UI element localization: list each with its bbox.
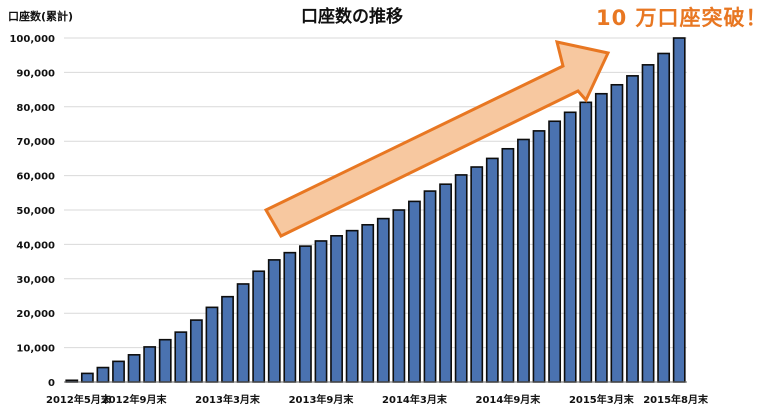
bar	[236, 283, 250, 383]
y-axis-ticks: 0 10,000 20,000 30,000 40,000 50,000 60,000 70,…	[9, 34, 55, 389]
bar	[376, 217, 390, 383]
growth-arrow-icon	[263, 40, 611, 238]
x-tick-label: 2012年5月末	[46, 393, 112, 406]
bar	[672, 37, 686, 383]
bar	[517, 138, 530, 383]
bar	[641, 64, 655, 383]
bar	[283, 251, 297, 383]
y-tick-label: 30,000	[16, 275, 55, 286]
bar	[548, 120, 562, 383]
callout-text: 10 万口座突破！	[596, 6, 768, 30]
y-tick-label: 0	[48, 378, 55, 389]
x-tick-label: 2013年3月末	[195, 393, 261, 406]
bar	[205, 306, 219, 383]
bar	[454, 174, 468, 383]
bar	[408, 200, 421, 383]
x-tick-label: 2013年9月末	[289, 393, 355, 406]
bar	[158, 338, 172, 383]
bar	[485, 157, 499, 383]
bar	[532, 130, 546, 383]
bar	[345, 229, 359, 383]
bar	[252, 270, 266, 383]
y-tick-label: 70,000	[16, 137, 55, 148]
bar	[143, 346, 157, 383]
bar	[563, 111, 577, 383]
y-tick-label: 20,000	[16, 309, 55, 320]
bar	[96, 366, 110, 383]
y-tick-label: 10,000	[16, 344, 55, 355]
bar	[330, 235, 343, 383]
y-tick-label: 80,000	[16, 103, 55, 114]
y-axis-label: 口座数(累計)	[8, 9, 73, 23]
bar	[423, 190, 437, 383]
bar	[314, 240, 328, 383]
bar	[657, 52, 671, 383]
y-tick-label: 100,000	[9, 34, 55, 45]
bar	[112, 360, 125, 383]
chart-title: 口座数の推移	[301, 6, 403, 27]
bar	[610, 83, 624, 383]
bar	[439, 183, 452, 383]
bar-series	[65, 37, 686, 383]
y-tick-label: 50,000	[16, 206, 55, 217]
bar	[189, 319, 203, 383]
bar	[174, 331, 188, 383]
bar	[127, 354, 141, 383]
bar	[594, 92, 608, 383]
bar	[392, 209, 406, 383]
x-tick-label: 2014年3月末	[382, 393, 448, 406]
y-tick-label: 90,000	[16, 68, 55, 79]
x-tick-label: 2015年8月末	[643, 393, 709, 406]
bar	[626, 75, 639, 383]
bar	[361, 223, 375, 383]
y-tick-label: 40,000	[16, 240, 55, 251]
x-tick-label: 2014年9月末	[475, 393, 541, 406]
y-tick-label: 60,000	[16, 172, 55, 183]
bar	[299, 245, 312, 383]
bar	[221, 295, 234, 383]
bar	[267, 259, 281, 383]
bar	[80, 372, 94, 383]
bar	[501, 147, 515, 383]
bar	[579, 101, 593, 383]
x-tick-label: 2012年9月末	[102, 393, 168, 406]
x-tick-label: 2015年3月末	[569, 393, 635, 406]
bar	[470, 166, 484, 383]
